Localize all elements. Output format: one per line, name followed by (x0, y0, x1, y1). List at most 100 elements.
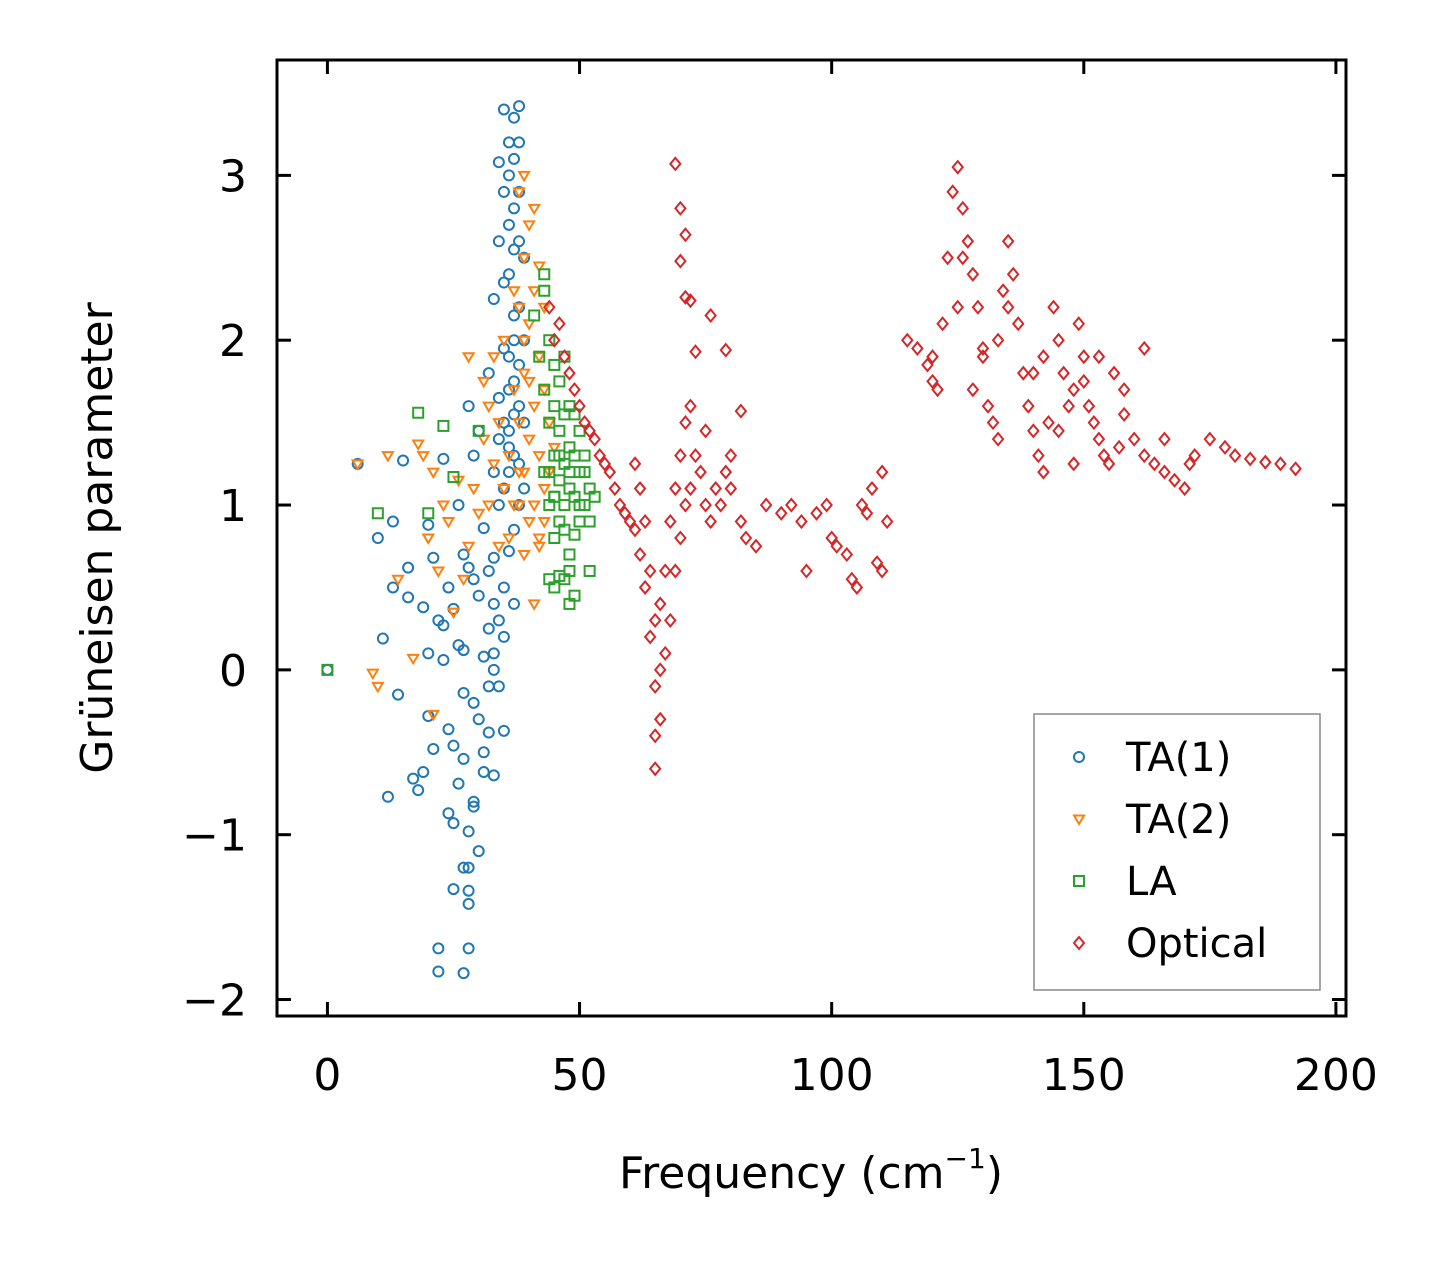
data-point (446, 607, 461, 620)
data-point (1289, 461, 1302, 477)
data-point (371, 507, 384, 520)
data-point (991, 431, 1005, 447)
y-tick-label: −2 (182, 976, 247, 1027)
data-point (467, 696, 480, 709)
data-point (482, 622, 495, 635)
data-point (366, 668, 380, 681)
data-point (568, 408, 581, 421)
data-point (492, 433, 505, 446)
data-point (946, 184, 959, 200)
data-point (538, 383, 551, 396)
data-point (487, 293, 500, 305)
data-point (467, 795, 480, 808)
data-point (412, 784, 425, 797)
data-point (507, 202, 520, 215)
data-point (618, 505, 632, 521)
data-point (1011, 316, 1025, 332)
data-point (664, 513, 677, 530)
data-point (1092, 431, 1106, 447)
data-point (638, 579, 652, 596)
data-point (880, 513, 894, 530)
data-point (1062, 398, 1075, 414)
data-point (785, 497, 798, 513)
series-ta-1- (321, 100, 531, 980)
data-point (719, 342, 733, 358)
data-point (1027, 365, 1040, 381)
y-tick-label: −1 (182, 811, 247, 862)
data-point (689, 448, 702, 464)
data-point (1117, 382, 1131, 398)
data-point (800, 563, 813, 579)
data-point (719, 464, 733, 480)
data-point (684, 293, 697, 309)
data-point (1087, 415, 1101, 431)
data-point (810, 505, 823, 521)
data-point (1138, 448, 1151, 464)
data-points (321, 100, 1302, 980)
legend-label: LA (1126, 859, 1177, 905)
data-point (709, 480, 722, 497)
data-point (679, 227, 692, 243)
data-point (507, 500, 521, 513)
data-point (563, 466, 576, 479)
x-axis-ticks: 0 50 100 150 200 (313, 60, 1378, 1101)
data-point (583, 423, 596, 439)
data-point (502, 466, 515, 479)
data-point (608, 480, 622, 497)
data-point (432, 965, 445, 978)
data-point (1057, 365, 1070, 381)
data-point (674, 253, 687, 269)
legend-marker (1072, 814, 1086, 826)
data-point (512, 187, 526, 199)
data-point (457, 686, 470, 699)
data-point (941, 250, 954, 266)
data-point (467, 573, 480, 586)
y-tick-label: 2 (219, 316, 247, 367)
data-point (426, 467, 441, 480)
data-point (1052, 332, 1065, 348)
data-point (402, 561, 415, 574)
data-point (1102, 456, 1116, 472)
data-point (412, 406, 425, 419)
y-tick-label: 3 (219, 151, 247, 202)
data-point (371, 532, 384, 544)
data-point (492, 235, 505, 248)
data-point (461, 352, 476, 364)
data-point (502, 218, 515, 231)
data-point (573, 398, 586, 414)
x-tick-label: 0 (313, 1050, 341, 1101)
data-point (931, 382, 944, 398)
data-point (795, 513, 808, 530)
data-point (538, 466, 551, 479)
plot-frame (275, 58, 1348, 1018)
data-point (699, 497, 712, 513)
data-point (820, 497, 833, 513)
data-point (875, 464, 889, 480)
data-point (1178, 480, 1191, 497)
data-point (507, 597, 520, 610)
data-point (1203, 431, 1217, 447)
data-point (502, 169, 515, 182)
data-point (487, 769, 500, 782)
data-point (497, 335, 511, 348)
data-point (553, 474, 566, 487)
data-point (1218, 439, 1232, 455)
data-point (507, 152, 520, 165)
data-point (442, 807, 455, 820)
data-point (679, 497, 692, 513)
data-point (542, 418, 557, 430)
data-point (704, 513, 717, 530)
data-point (543, 416, 556, 429)
data-point (482, 564, 495, 577)
data-point (522, 376, 536, 389)
data-point (487, 663, 500, 676)
data-point (462, 942, 475, 955)
data-point (991, 332, 1005, 348)
data-point (462, 884, 475, 897)
data-point (633, 546, 647, 563)
data-point (477, 766, 490, 779)
data-point (502, 533, 516, 545)
data-point (749, 538, 763, 554)
data-point (487, 551, 500, 564)
data-point (497, 581, 510, 594)
